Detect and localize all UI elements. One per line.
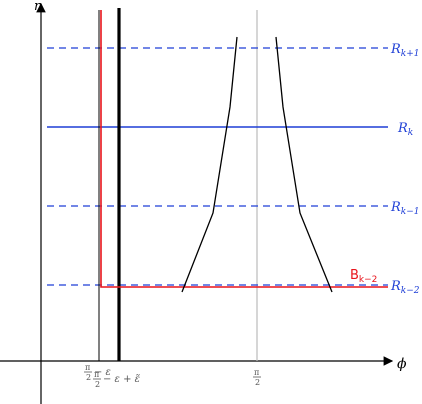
- svg-text:− ε: − ε: [94, 367, 111, 378]
- level-label-k-plus-1: Rk+1: [390, 42, 420, 59]
- svg-text:π: π: [254, 368, 259, 377]
- tick-label-eps-tilde: π 2 − ε + ε̃: [93, 370, 140, 389]
- y-axis-label: r: [34, 0, 41, 14]
- left-funnel-curve: [181, 36, 238, 293]
- tick-label-pi-half: π 2: [253, 368, 261, 387]
- level-label-k-minus-1: Rk−1: [390, 200, 420, 217]
- svg-text:π: π: [94, 370, 99, 379]
- svg-text:− ε + ε̃: − ε + ε̃: [103, 374, 140, 385]
- x-axis-label: ϕ: [397, 356, 407, 372]
- svg-text:π: π: [85, 363, 90, 372]
- tick-label-eps: π 2 − ε: [84, 363, 111, 382]
- svg-text:2: 2: [86, 373, 91, 382]
- boundary-curve: [100, 10, 388, 288]
- level-label-k: Rk: [397, 121, 413, 138]
- boundary-label: Bk−2: [350, 268, 377, 285]
- svg-text:2: 2: [255, 378, 260, 387]
- level-label-k-minus-2: Rk−2: [390, 279, 420, 296]
- right-funnel-curve: [275, 36, 333, 293]
- svg-text:2: 2: [95, 380, 100, 389]
